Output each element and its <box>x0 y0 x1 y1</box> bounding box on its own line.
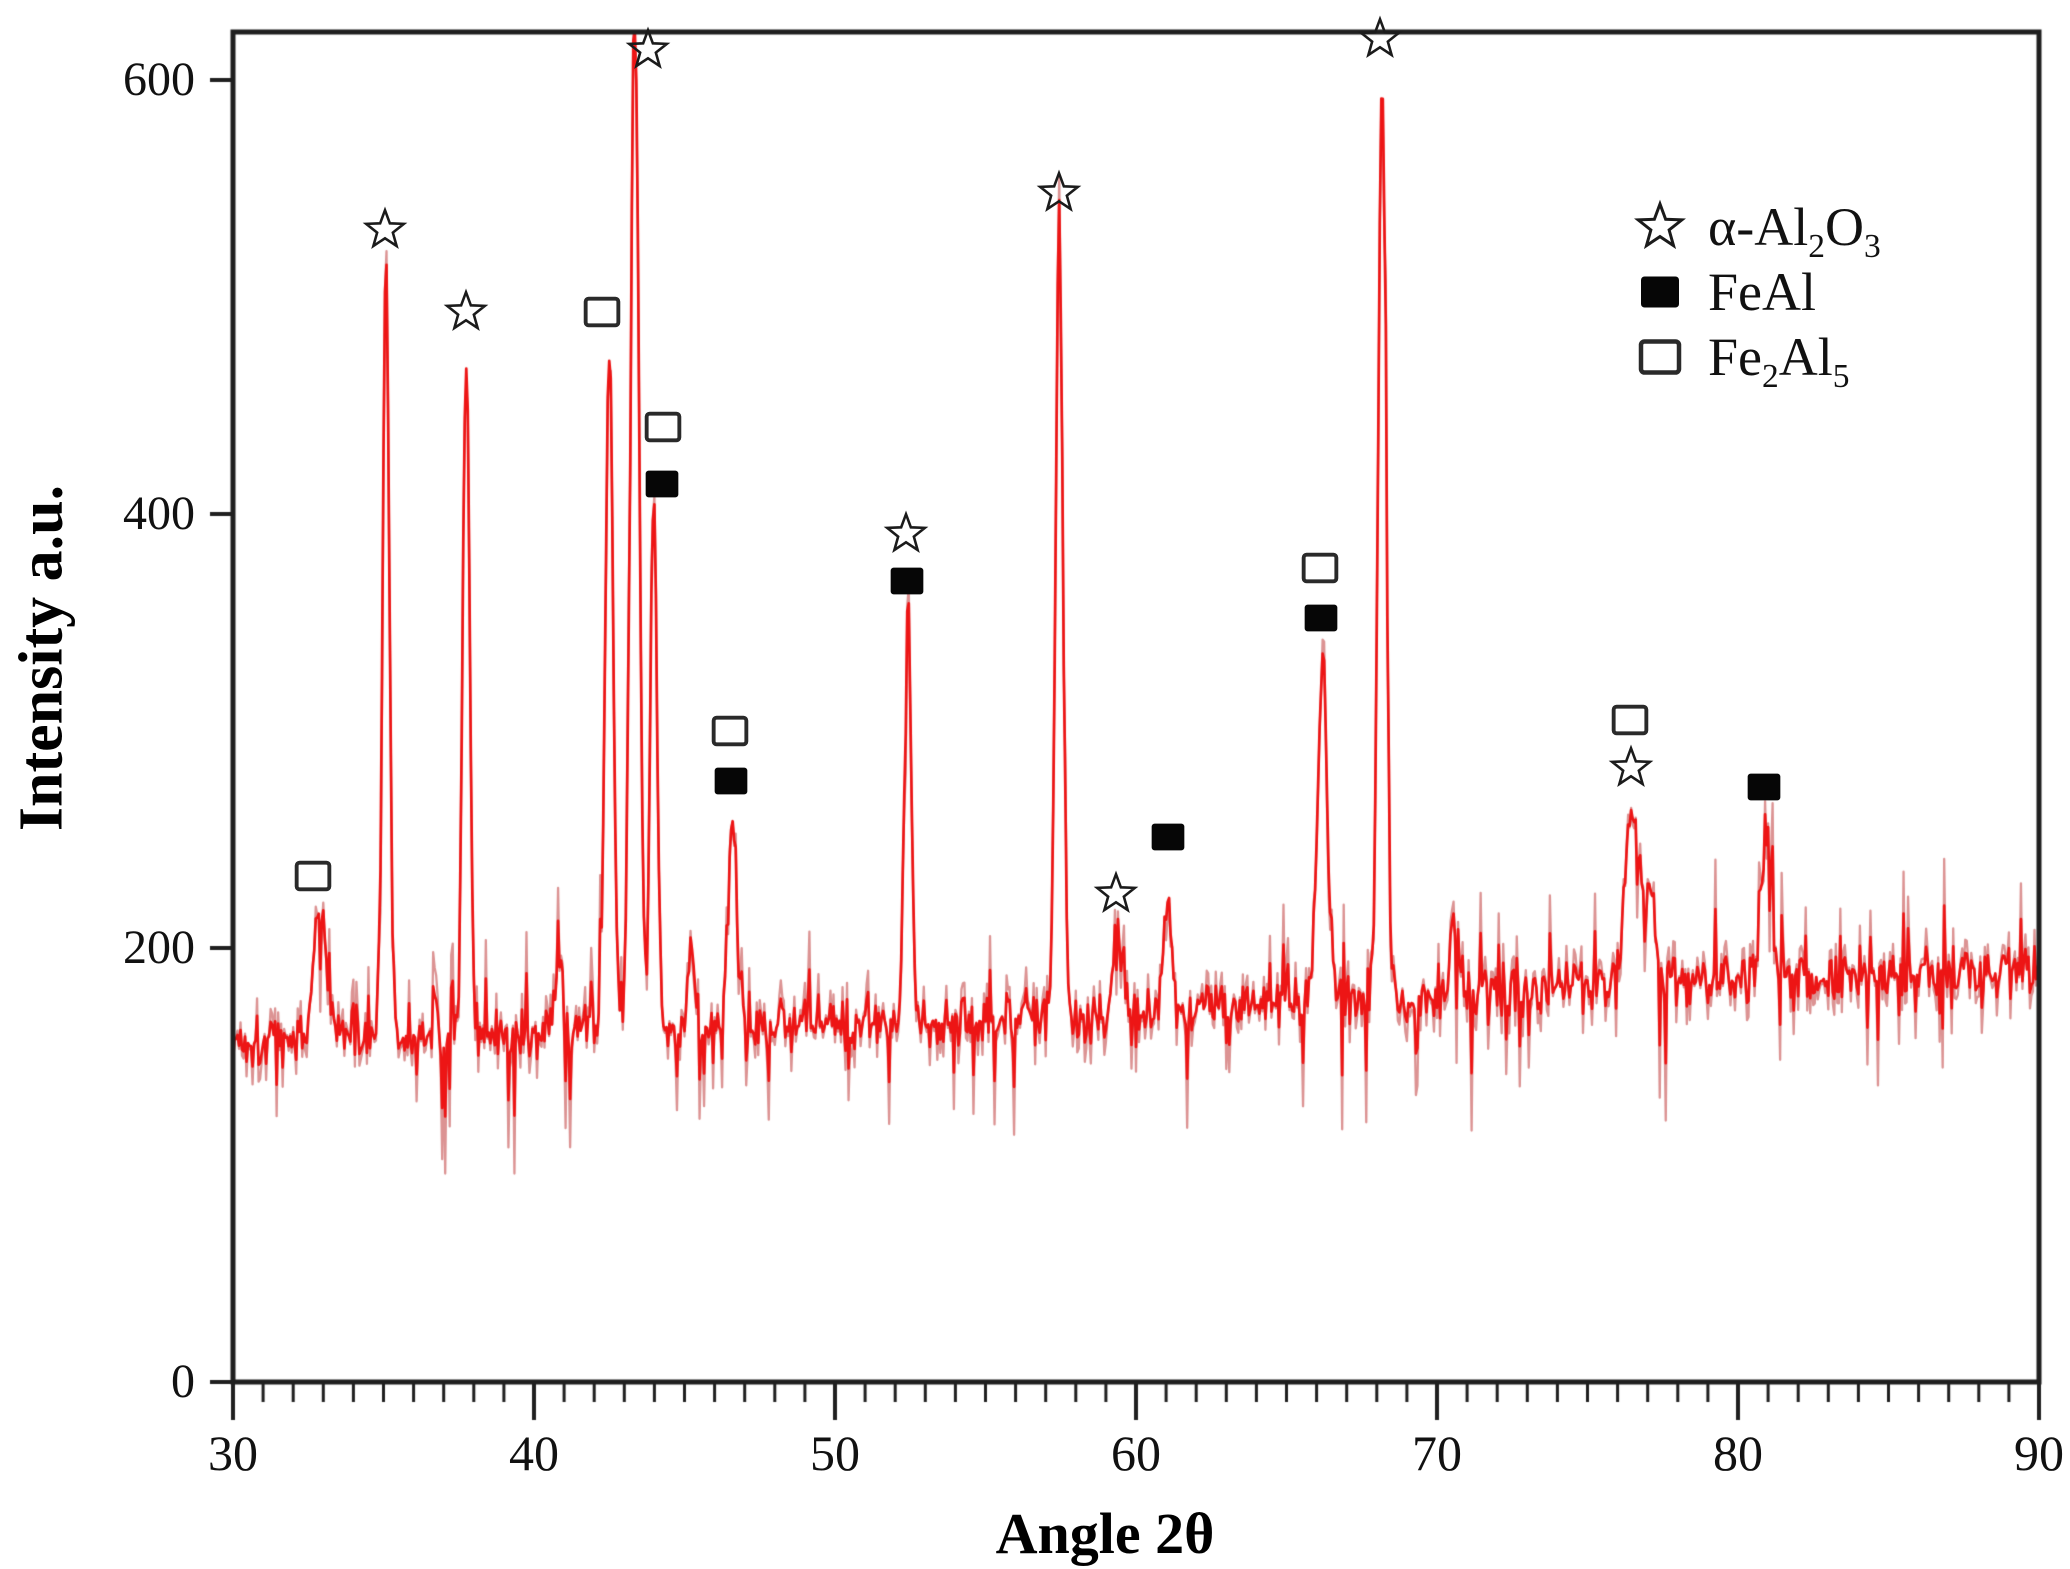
x-axis-title: Angle 2θ <box>995 1501 1215 1566</box>
y-axis-title: Intensity a.u. <box>7 484 76 832</box>
